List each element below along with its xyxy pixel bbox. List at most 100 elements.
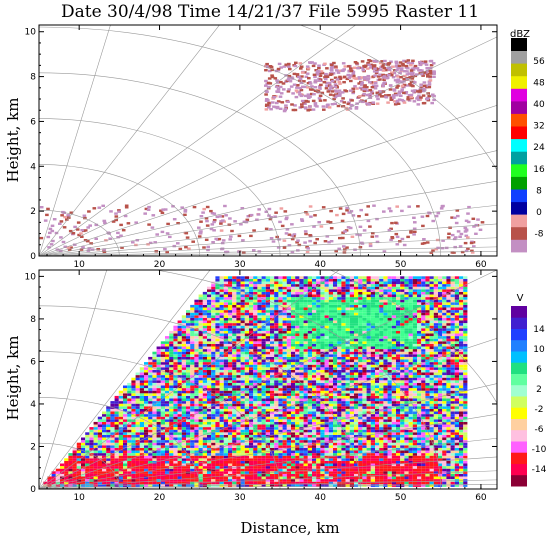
echo-pixel bbox=[380, 60, 384, 63]
velocity-pixel bbox=[257, 328, 262, 331]
velocity-pixel bbox=[186, 414, 191, 417]
velocity-pixel bbox=[207, 421, 212, 425]
velocity-pixel bbox=[278, 424, 283, 428]
velocity-pixel bbox=[303, 411, 308, 415]
velocity-pixel bbox=[232, 458, 237, 461]
velocity-pixel bbox=[244, 434, 249, 438]
echo-pixel bbox=[83, 239, 88, 242]
velocity-pixel bbox=[190, 380, 195, 383]
velocity-pixel bbox=[253, 341, 258, 344]
velocity-pixel bbox=[295, 369, 300, 373]
velocity-pixel bbox=[51, 471, 56, 474]
velocity-pixel bbox=[110, 424, 115, 428]
velocity-pixel bbox=[249, 297, 254, 300]
velocity-pixel bbox=[240, 346, 245, 350]
velocity-pixel bbox=[274, 481, 279, 485]
velocity-pixel bbox=[181, 411, 186, 415]
echo-pixel bbox=[409, 62, 413, 65]
velocity-pixel bbox=[232, 421, 237, 425]
echo-pixel bbox=[269, 228, 273, 231]
velocity-pixel bbox=[307, 289, 312, 292]
velocity-pixel bbox=[194, 359, 199, 363]
velocity-pixel bbox=[274, 429, 279, 433]
echo-pixel bbox=[366, 61, 370, 65]
velocity-pixel bbox=[173, 395, 178, 399]
velocity-pixel bbox=[286, 442, 291, 446]
velocity-pixel bbox=[139, 403, 144, 407]
echo-pixel bbox=[376, 75, 381, 78]
velocity-pixel bbox=[186, 427, 191, 430]
velocity-pixel bbox=[144, 453, 149, 456]
velocity-pixel bbox=[299, 390, 304, 394]
velocity-pixel bbox=[160, 458, 165, 461]
echo-pixel bbox=[378, 93, 382, 96]
velocity-pixel bbox=[177, 343, 182, 347]
velocity-pixel bbox=[156, 351, 161, 355]
velocity-pixel bbox=[299, 369, 304, 373]
velocity-pixel bbox=[118, 406, 123, 409]
velocity-pixel bbox=[253, 385, 258, 389]
echo-pixel bbox=[338, 236, 342, 240]
echo-pixel bbox=[97, 206, 102, 209]
velocity-pixel bbox=[232, 432, 237, 435]
velocity-pixel bbox=[278, 338, 283, 342]
velocity-pixel bbox=[261, 473, 266, 477]
velocity-pixel bbox=[102, 421, 107, 425]
echo-pixel bbox=[73, 225, 77, 229]
echo-pixel bbox=[374, 71, 379, 75]
velocity-pixel bbox=[240, 336, 245, 339]
echo-pixel bbox=[323, 62, 327, 65]
velocity-pixel bbox=[93, 434, 98, 438]
velocity-pixel bbox=[240, 286, 245, 290]
velocity-pixel bbox=[253, 349, 258, 352]
velocity-pixel bbox=[173, 330, 178, 334]
velocity-pixel bbox=[320, 419, 325, 422]
velocity-pixel bbox=[299, 315, 304, 318]
velocity-pixel bbox=[307, 411, 312, 415]
velocity-pixel bbox=[286, 460, 291, 464]
velocity-pixel bbox=[139, 479, 144, 482]
velocity-pixel bbox=[307, 281, 312, 285]
echo-pixel bbox=[83, 229, 88, 232]
velocity-pixel bbox=[207, 333, 212, 337]
echo-pixel bbox=[325, 67, 329, 70]
velocity-pixel bbox=[223, 312, 228, 316]
velocity-pixel bbox=[299, 453, 304, 456]
velocity-pixel bbox=[186, 401, 191, 404]
velocity-pixel bbox=[160, 450, 165, 454]
velocity-pixel bbox=[307, 317, 312, 321]
echo-pixel bbox=[62, 226, 67, 229]
velocity-pixel bbox=[291, 419, 296, 422]
velocity-pixel bbox=[219, 432, 224, 435]
velocity-pixel bbox=[219, 281, 224, 285]
velocity-pixel bbox=[236, 330, 241, 334]
echo-pixel bbox=[391, 94, 396, 97]
velocity-pixel bbox=[232, 395, 237, 399]
velocity-pixel bbox=[165, 393, 170, 396]
velocity-pixel bbox=[123, 385, 128, 389]
velocity-pixel bbox=[253, 299, 258, 303]
echo-pixel bbox=[363, 99, 367, 103]
echo-pixel bbox=[379, 95, 384, 98]
velocity-pixel bbox=[102, 463, 107, 467]
velocity-pixel bbox=[118, 437, 123, 441]
velocity-pixel bbox=[202, 447, 207, 451]
velocity-pixel bbox=[316, 447, 321, 451]
velocity-pixel bbox=[282, 460, 287, 464]
velocity-pixel bbox=[186, 317, 191, 321]
velocity-pixel bbox=[307, 312, 312, 316]
velocity-pixel bbox=[160, 437, 165, 441]
echo-pixel bbox=[329, 63, 334, 67]
velocity-pixel bbox=[118, 476, 123, 480]
velocity-pixel bbox=[282, 367, 287, 370]
velocity-pixel bbox=[299, 393, 304, 396]
velocity-pixel bbox=[232, 375, 237, 378]
echo-pixel bbox=[296, 84, 300, 87]
velocity-pixel bbox=[152, 419, 157, 422]
velocity-pixel bbox=[253, 278, 258, 282]
velocity-pixel bbox=[232, 481, 237, 485]
velocity-pixel bbox=[240, 468, 245, 472]
velocity-pixel bbox=[291, 341, 296, 344]
echo-pixel bbox=[312, 93, 316, 96]
velocity-pixel bbox=[282, 351, 287, 355]
